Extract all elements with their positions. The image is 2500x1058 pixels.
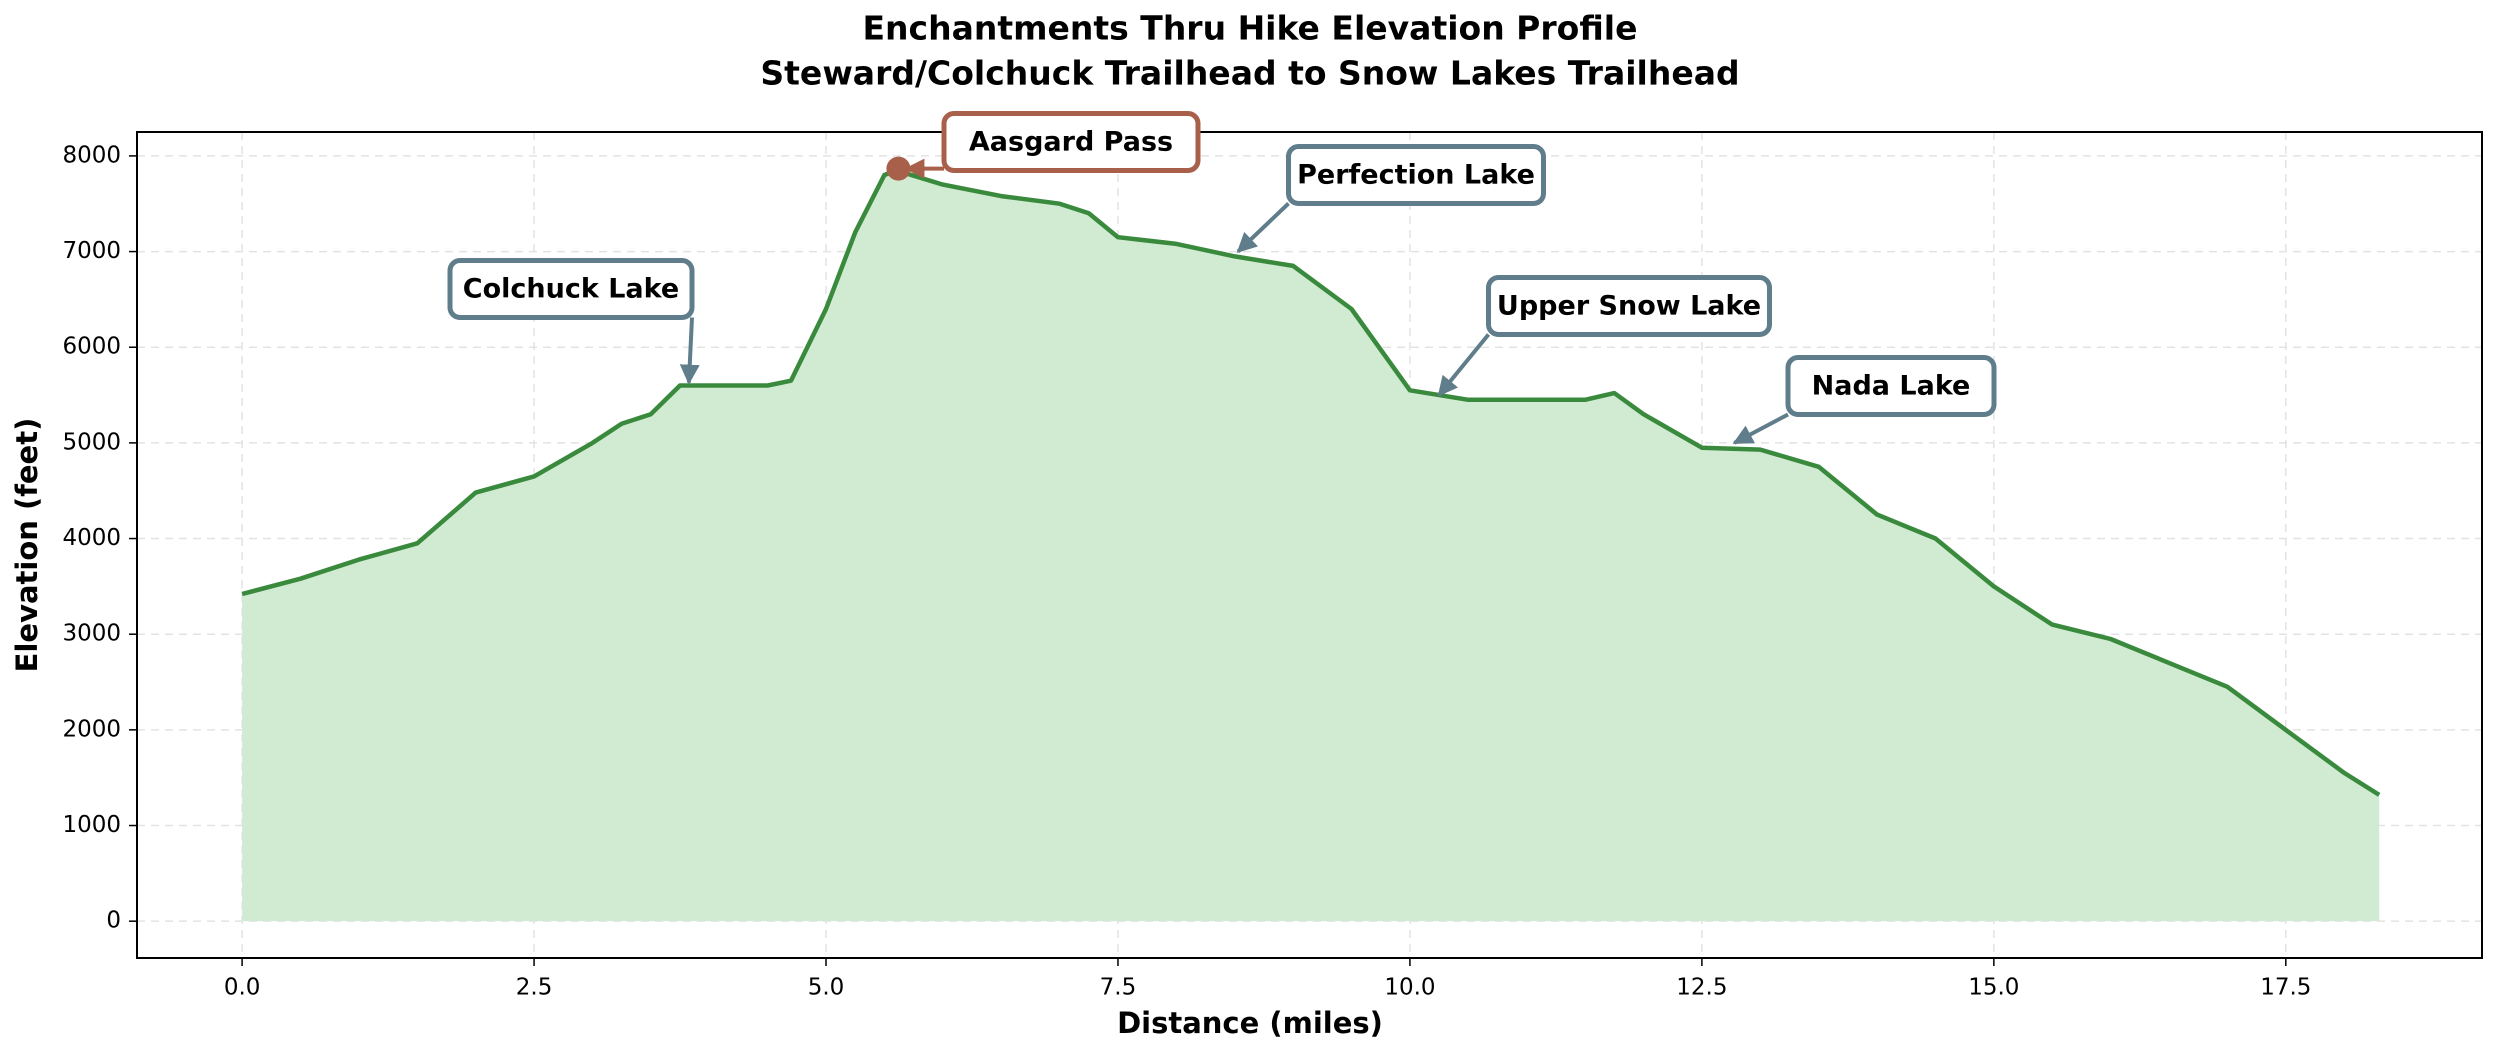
annotation-box [447,258,695,320]
annotation-arrow [1732,412,1789,445]
x-tick-label: 2.5 [516,975,553,1001]
plot-frame [136,131,2483,959]
y-tick-label: 3000 [62,621,121,647]
chart-subtitle: Steward/Colchuck Trailhead to Snow Lakes… [760,54,1739,93]
annotation-box [941,111,1201,173]
annotation-marker [886,156,911,181]
y-tick-label: 6000 [62,334,121,360]
y-tick-label: 2000 [62,716,121,742]
annotation-label: Nada Lake [1812,371,1971,402]
x-tick-label: 15.0 [1968,975,2019,1001]
y-tick-label: 7000 [62,238,121,264]
annotation-label: Perfection Lake [1297,160,1535,191]
y-tick-label: 8000 [62,142,121,168]
annotation-arrow [679,317,700,385]
area-fill [242,170,2380,922]
y-tick-label: 0 [106,908,121,934]
annotation-label: Upper Snow Lake [1497,291,1761,322]
annotation-box [1486,275,1772,337]
annotation-box [1286,144,1546,206]
x-tick-label: 17.5 [2260,975,2311,1001]
x-tick-label: 7.5 [1100,975,1137,1001]
line [241,168,2381,797]
annotation-arrow [1437,333,1491,397]
x-tick-label: 0.0 [224,975,261,1001]
y-tick-label: 1000 [62,812,121,838]
y-axis-label: Elevation (feet) [10,418,44,673]
chart-title: Enchantments Thru Hike Elevation Profile [863,9,1638,48]
x-tick-label: 12.5 [1676,975,1727,1001]
annotation-arrow [1236,202,1290,254]
annotation-label: Aasgard Pass [969,127,1173,158]
x-tick-label: 10.0 [1384,975,1435,1001]
y-tick-label: 4000 [62,525,121,551]
x-axis-label: Distance (miles) [1117,1006,1383,1040]
y-tick-label: 5000 [62,429,121,455]
x-tick-label: 5.0 [808,975,845,1001]
annotation-box [1785,355,1997,417]
annotation-label: Colchuck Lake [463,274,679,305]
